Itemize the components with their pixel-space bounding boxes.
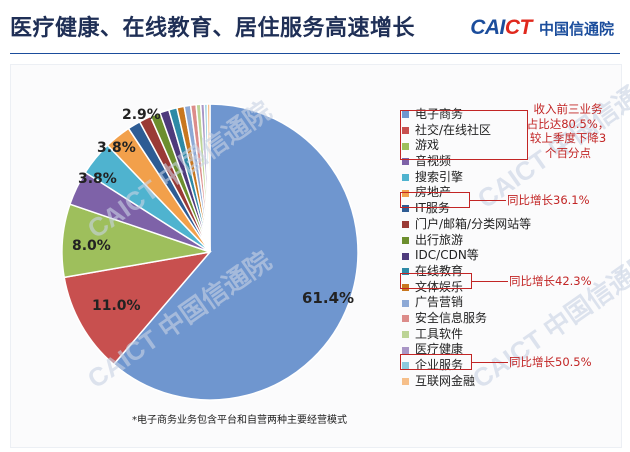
footnote: *电子商务业务包含平台和自营两种主要经营模式 <box>132 415 347 426</box>
callout-connector <box>470 200 506 202</box>
legend-swatch <box>402 221 409 229</box>
legend-swatch <box>402 362 409 370</box>
legend-item: 音视频 <box>402 154 532 170</box>
callout-medical: 同比增长50.5% <box>509 355 592 369</box>
legend-label: 在线教育 <box>415 263 464 278</box>
legend-label: IDC/CDN等 <box>415 248 479 263</box>
highlight-box-real-estate <box>400 192 470 208</box>
legend-swatch <box>402 158 409 166</box>
legend-label: 互联网金融 <box>415 373 476 388</box>
legend-item: 企业服务 <box>402 358 532 374</box>
legend-label: IT服务 <box>415 201 450 216</box>
pie-slice-1 <box>112 103 359 401</box>
slice-value-label: 61.4% <box>302 289 355 307</box>
page-title: 医疗健康、在线教育、居住服务高速增长 <box>10 16 416 41</box>
pie-slice-18 <box>206 103 211 253</box>
legend-swatch <box>402 142 409 150</box>
legend-label: 社交/在线社区 <box>415 122 492 137</box>
legend-label: 医疗健康 <box>415 342 464 357</box>
logo-org-name: 中国信通院 <box>538 20 614 38</box>
logo-brand: CAICT <box>470 16 532 39</box>
legend-item: 搜索引擎 <box>402 170 532 186</box>
legend-swatch <box>402 236 409 244</box>
legend-swatch <box>402 252 409 260</box>
legend-label: 出行旅游 <box>415 232 464 247</box>
legend-swatch <box>402 189 409 197</box>
highlight-box-top3 <box>400 110 528 160</box>
highlight-box-medical <box>400 354 472 370</box>
slice-value-label: 2.9% <box>122 107 161 123</box>
legend-item: 安全信息服务 <box>402 311 532 327</box>
legend-label: 文体娱乐 <box>415 279 464 294</box>
slice-value-label: 8.0% <box>72 238 111 254</box>
legend-label: 工具软件 <box>415 326 464 341</box>
title-divider <box>10 53 620 54</box>
slice-value-label: 3.8% <box>78 171 117 187</box>
legend-item: 医疗健康 <box>402 342 532 358</box>
legend-swatch <box>402 111 409 119</box>
legend-item: IT服务 <box>402 201 532 217</box>
legend-item: 社交/在线社区 <box>402 123 532 139</box>
legend-swatch <box>402 205 409 213</box>
legend-swatch <box>402 268 409 276</box>
callout-connector <box>472 362 508 364</box>
legend-label: 企业服务 <box>415 358 464 372</box>
legend-item: 文体娱乐 <box>402 280 532 296</box>
legend-swatch <box>402 283 409 291</box>
legend-item: 出行旅游 <box>402 233 532 249</box>
legend-swatch <box>402 330 409 338</box>
legend-swatch <box>402 378 409 386</box>
legend-swatch <box>402 127 409 135</box>
legend-label: 搜索引擎 <box>415 169 464 184</box>
slice-value-label: 11.0% <box>92 298 141 314</box>
legend-item: 广告营销 <box>402 295 532 311</box>
slice-value-label: 3.8% <box>97 140 136 156</box>
legend-label: 安全信息服务 <box>415 310 488 325</box>
legend-item: 互联网金融 <box>402 374 532 390</box>
legend-label: 游戏 <box>415 138 440 153</box>
callout-online-education: 同比增长42.3% <box>509 274 592 288</box>
legend-item: 门户/邮箱/分类网站等 <box>402 217 532 233</box>
callout-real-estate: 同比增长36.1% <box>507 193 590 207</box>
legend-swatch <box>402 299 409 307</box>
legend-label: 门户/邮箱/分类网站等 <box>415 216 532 231</box>
caict-logo: CAICT 中国信通院 <box>470 16 614 40</box>
callout-connector <box>472 281 508 283</box>
legend-item: 游戏 <box>402 138 532 154</box>
pie-slice-2 <box>63 250 212 366</box>
highlight-box-online-education <box>400 273 472 289</box>
legend-label: 音视频 <box>415 154 452 169</box>
legend-swatch <box>402 346 409 354</box>
legend-label: 广告营销 <box>415 295 464 310</box>
legend-item: 工具软件 <box>402 327 532 343</box>
callout-top3: 收入前三业务 占比达80.5%， 较上季度下降3 个百分点 <box>526 102 610 160</box>
legend-item: IDC/CDN等 <box>402 248 532 264</box>
legend-item: 在线教育 <box>402 264 532 280</box>
legend-swatch <box>402 174 409 182</box>
legend-swatch <box>402 315 409 323</box>
